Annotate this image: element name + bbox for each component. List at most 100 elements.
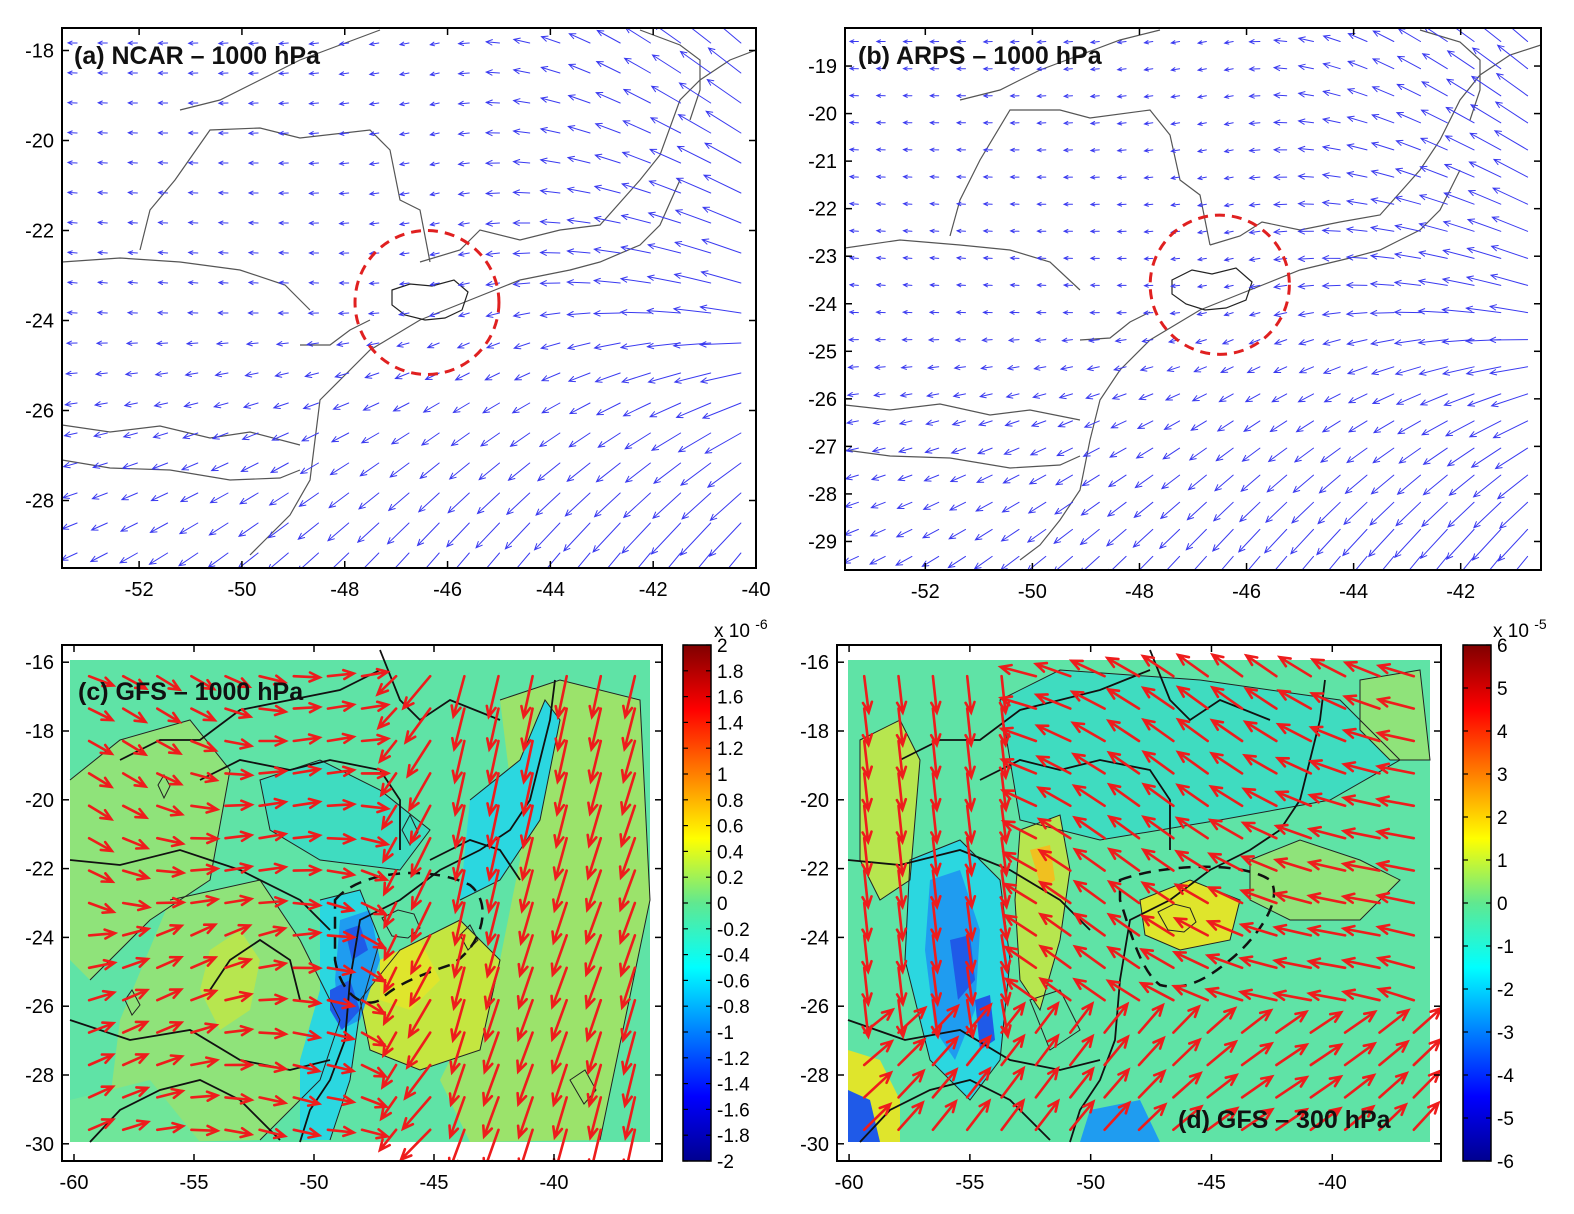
y-tick-label: -18 — [25, 721, 54, 743]
wind-vector — [550, 998, 568, 1043]
wind-vector — [1143, 148, 1154, 153]
wind-vector — [1374, 860, 1416, 872]
wind-vector — [364, 372, 380, 379]
wind-vector — [368, 280, 380, 286]
wind-vector — [895, 707, 908, 748]
colorbar-tick-label: -0.2 — [717, 920, 750, 941]
wind-vector — [382, 998, 398, 1027]
wind-vector — [848, 120, 859, 125]
wind-vector — [1468, 161, 1502, 178]
wind-vector — [1445, 106, 1475, 124]
wind-vector — [127, 190, 138, 196]
wind-vector — [484, 372, 500, 381]
wind-vector — [516, 552, 531, 568]
wind-vector — [66, 310, 78, 316]
wind-vector — [484, 129, 500, 137]
wind-vector — [429, 41, 440, 47]
x-tick-label: -50 — [1076, 1172, 1105, 1194]
wind-vector — [1210, 652, 1244, 678]
wind-vector — [506, 492, 531, 516]
wind-vector — [518, 901, 534, 947]
wind-vector — [1466, 247, 1502, 259]
wind-vector — [326, 964, 357, 977]
wind-vector — [482, 1063, 500, 1108]
wind-vector — [1370, 474, 1395, 495]
wind-vector — [1072, 944, 1106, 970]
wind-vector — [895, 934, 908, 975]
colorbar-tick-label: -3 — [1497, 1023, 1514, 1044]
wind-vector — [1196, 121, 1207, 126]
wind-vector — [871, 446, 886, 453]
wind-vector — [930, 836, 942, 878]
colorbar-tick-label: 2 — [717, 636, 728, 657]
wind-vector — [1468, 420, 1502, 438]
wind-vector — [1009, 174, 1020, 180]
wind-vector — [272, 402, 289, 409]
wind-vector — [584, 966, 603, 1010]
wind-vector — [1081, 474, 1100, 487]
colorbar-tick-label: -0.4 — [717, 946, 750, 967]
wind-vector — [897, 1068, 926, 1099]
wind-vector — [1175, 783, 1209, 808]
wind-vector — [567, 63, 591, 74]
wind-vector — [649, 117, 682, 134]
wind-vector — [845, 555, 859, 564]
wind-vector — [848, 201, 859, 206]
wind-vector — [862, 1007, 896, 1034]
wind-vector — [620, 182, 651, 194]
wind-vector — [1394, 366, 1421, 376]
wind-vector — [1206, 886, 1244, 905]
wind-vector — [360, 733, 392, 746]
wind-vector — [377, 1128, 398, 1153]
wind-vector — [846, 392, 859, 398]
wind-vector — [1448, 474, 1475, 496]
wind-vector — [1196, 40, 1207, 45]
wind-vector — [390, 432, 410, 445]
wind-vector — [332, 402, 350, 410]
wind-vector — [622, 88, 651, 104]
wind-vector — [861, 934, 873, 975]
wind-vector — [326, 668, 357, 681]
wind-vector — [1170, 67, 1181, 72]
wind-vector — [1378, 1071, 1410, 1099]
wind-vector — [1036, 201, 1047, 207]
y-tick-label: -18 — [800, 721, 829, 743]
wind-vector — [1062, 175, 1073, 180]
wind-vector — [1320, 447, 1341, 463]
wind-vector — [187, 190, 199, 196]
wind-vector — [706, 78, 742, 104]
wind-vector — [677, 432, 712, 453]
wind-vector — [1175, 717, 1209, 743]
wind-vector — [1038, 976, 1072, 1002]
wind-vector — [1421, 501, 1448, 528]
wind-vector — [156, 772, 184, 786]
wind-vector — [929, 739, 942, 781]
wind-vector — [674, 241, 712, 254]
wind-vector — [1491, 216, 1529, 232]
wind-vector — [869, 528, 886, 537]
wind-vector — [1062, 148, 1073, 153]
wind-vector — [429, 221, 440, 227]
wind-vector — [1272, 923, 1313, 937]
wind-vector — [653, 462, 682, 484]
wind-vector — [1495, 72, 1529, 97]
wind-vector — [127, 220, 138, 225]
wind-vector — [386, 522, 410, 545]
x-tick-label: -40 — [540, 1172, 569, 1194]
wind-vector — [1408, 555, 1421, 570]
wind-vector — [1241, 447, 1261, 462]
wind-vector — [224, 738, 255, 750]
wind-vector — [153, 401, 169, 408]
wind-vector — [210, 462, 229, 472]
wind-vector — [127, 40, 138, 46]
wind-vector — [1036, 228, 1047, 234]
wind-vector — [1292, 474, 1314, 494]
wind-vector — [1035, 786, 1072, 808]
wind-vector — [187, 250, 199, 256]
wind-vector — [330, 432, 350, 443]
wind-vector — [1223, 257, 1234, 262]
wind-vector — [1143, 229, 1154, 234]
wind-vector — [873, 392, 886, 398]
wind-vector — [1242, 720, 1278, 743]
wind-vector — [451, 772, 466, 818]
